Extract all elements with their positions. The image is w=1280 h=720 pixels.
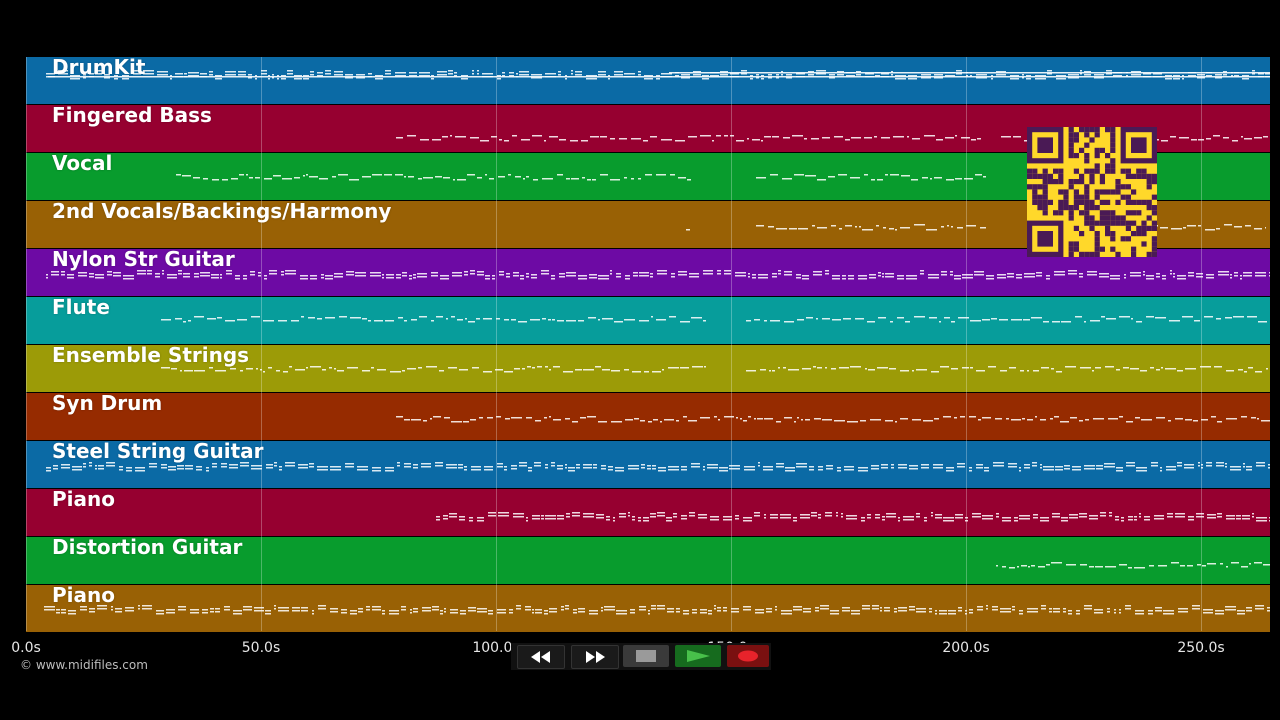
track-notes [996, 562, 1270, 569]
track-notes [46, 70, 1270, 80]
track-name: Flute [52, 297, 110, 319]
time-tick-label: 250.0s [1177, 640, 1225, 656]
track-lane[interactable]: Piano [26, 489, 1270, 536]
track-name: 2nd Vocals/Backings/Harmony [52, 201, 392, 223]
fast-forward-button[interactable] [571, 645, 619, 669]
track-name: Piano [52, 585, 115, 607]
track-name: Piano [52, 489, 115, 511]
time-gridline [496, 57, 497, 631]
track-lane[interactable]: Flute [26, 297, 1270, 344]
track-lane[interactable]: DrumKit [26, 57, 1270, 104]
track-divider [26, 296, 1270, 297]
track-lane[interactable]: Syn Drum [26, 393, 1270, 440]
track-name: Vocal [52, 153, 113, 175]
track-notes [161, 316, 1267, 323]
track-lane[interactable]: Ensemble Strings [26, 345, 1270, 392]
qr-code-icon [1027, 127, 1157, 257]
track-divider [26, 440, 1270, 441]
rewind-button[interactable] [517, 645, 565, 669]
track-divider [26, 536, 1270, 537]
track-divider [26, 248, 1270, 249]
track-notes [44, 605, 1270, 615]
stop-button[interactable] [623, 645, 669, 667]
time-gridline [966, 57, 967, 631]
track-divider [26, 584, 1270, 585]
time-tick-label: 0.0s [11, 640, 41, 656]
time-gridline [731, 57, 732, 631]
fast-forward-icon [586, 651, 605, 663]
track-name: Syn Drum [52, 393, 163, 415]
track-name: Distortion Guitar [52, 537, 243, 559]
track-name: Steel String Guitar [52, 441, 264, 463]
time-tick-label: 200.0s [942, 640, 990, 656]
track-notes [396, 416, 1270, 423]
track-divider [26, 200, 1270, 201]
track-lane[interactable]: Steel String Guitar [26, 441, 1270, 488]
track-lane[interactable]: Piano [26, 585, 1270, 632]
track-notes [46, 270, 1270, 280]
track-notes [436, 512, 1270, 522]
time-gridline [261, 57, 262, 631]
qr-code[interactable] [1027, 127, 1157, 257]
track-lane[interactable]: Distortion Guitar [26, 537, 1270, 584]
track-divider [26, 104, 1270, 105]
track-name: Nylon Str Guitar [52, 249, 235, 271]
track-name: DrumKit [52, 57, 146, 79]
time-gridline [26, 57, 27, 631]
track-notes [46, 462, 1270, 472]
track-divider [26, 152, 1270, 153]
track-notes [161, 366, 1268, 373]
time-tick-label: 100.0s [472, 640, 520, 656]
track-divider [26, 392, 1270, 393]
playback-controls [511, 643, 771, 670]
record-icon [738, 650, 758, 662]
stop-icon [636, 650, 656, 662]
copyright-text: © www.midifiles.com [20, 658, 148, 672]
play-icon [687, 650, 710, 662]
track-notes [176, 174, 986, 181]
track-divider [26, 488, 1270, 489]
rewind-icon [531, 651, 550, 663]
track-name: Fingered Bass [52, 105, 212, 127]
track-notes [686, 224, 1266, 231]
time-tick-label: 50.0s [241, 640, 281, 656]
track-divider [26, 344, 1270, 345]
record-button[interactable] [727, 645, 769, 667]
time-gridline [1201, 57, 1202, 631]
track-name: Ensemble Strings [52, 345, 250, 367]
play-button[interactable] [675, 645, 721, 667]
